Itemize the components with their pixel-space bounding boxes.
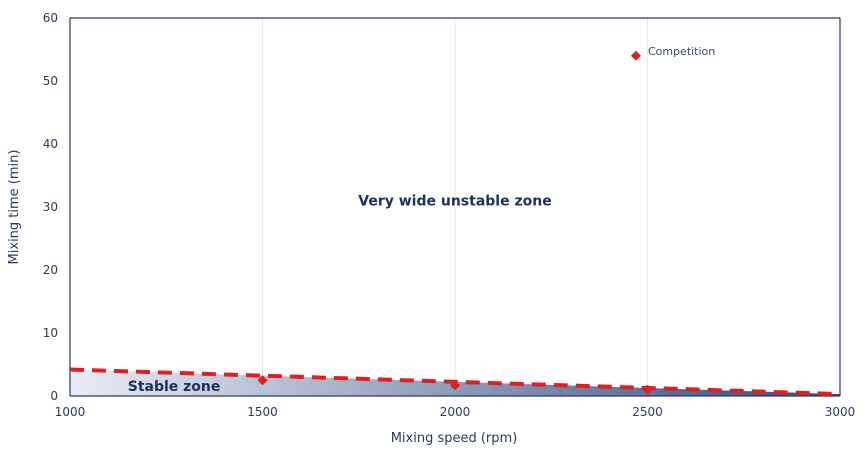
- y-tick-label-30: 30: [43, 200, 58, 214]
- x-tick-label-1500: 1500: [247, 405, 278, 419]
- data-point-series-1-0: [257, 375, 268, 386]
- legend-label-competition: Competition: [648, 45, 715, 58]
- x-tick-label-2000: 2000: [440, 405, 471, 419]
- data-point-series-1-1: [450, 380, 460, 391]
- legend: Competition: [648, 45, 715, 58]
- y-tick-label-40: 40: [43, 137, 58, 151]
- grid-lines: [262, 18, 648, 396]
- y-axis-title: Mixing time (min): [7, 150, 22, 265]
- annotations: Very wide unstable zone Stable zone: [128, 194, 552, 395]
- y-tick-label-0: 0: [50, 389, 58, 403]
- y-tick-label-60: 60: [43, 11, 58, 25]
- annotation-stable-zone: Stable zone: [128, 379, 221, 395]
- x-tick-label-3000: 3000: [825, 405, 856, 419]
- annotation-very-wide-unstable-zone: Very wide unstable zone: [358, 194, 551, 210]
- data-point-competition-0: [630, 50, 641, 61]
- x-tick-label-2500: 2500: [632, 405, 663, 419]
- y-tick-label-20: 20: [43, 263, 58, 277]
- tick-labels: 1000 1500 2000 2500 3000 0 10 20 30 40 50 60: [43, 11, 856, 419]
- y-tick-label-50: 50: [43, 74, 58, 88]
- x-axis-title: Mixing speed (rpm): [391, 431, 518, 446]
- axes: [69, 17, 841, 397]
- data-points: [257, 50, 653, 395]
- x-tick-label-1000: 1000: [55, 405, 86, 419]
- data-point-series-1-2: [642, 384, 653, 395]
- y-tick-label-10: 10: [43, 326, 58, 340]
